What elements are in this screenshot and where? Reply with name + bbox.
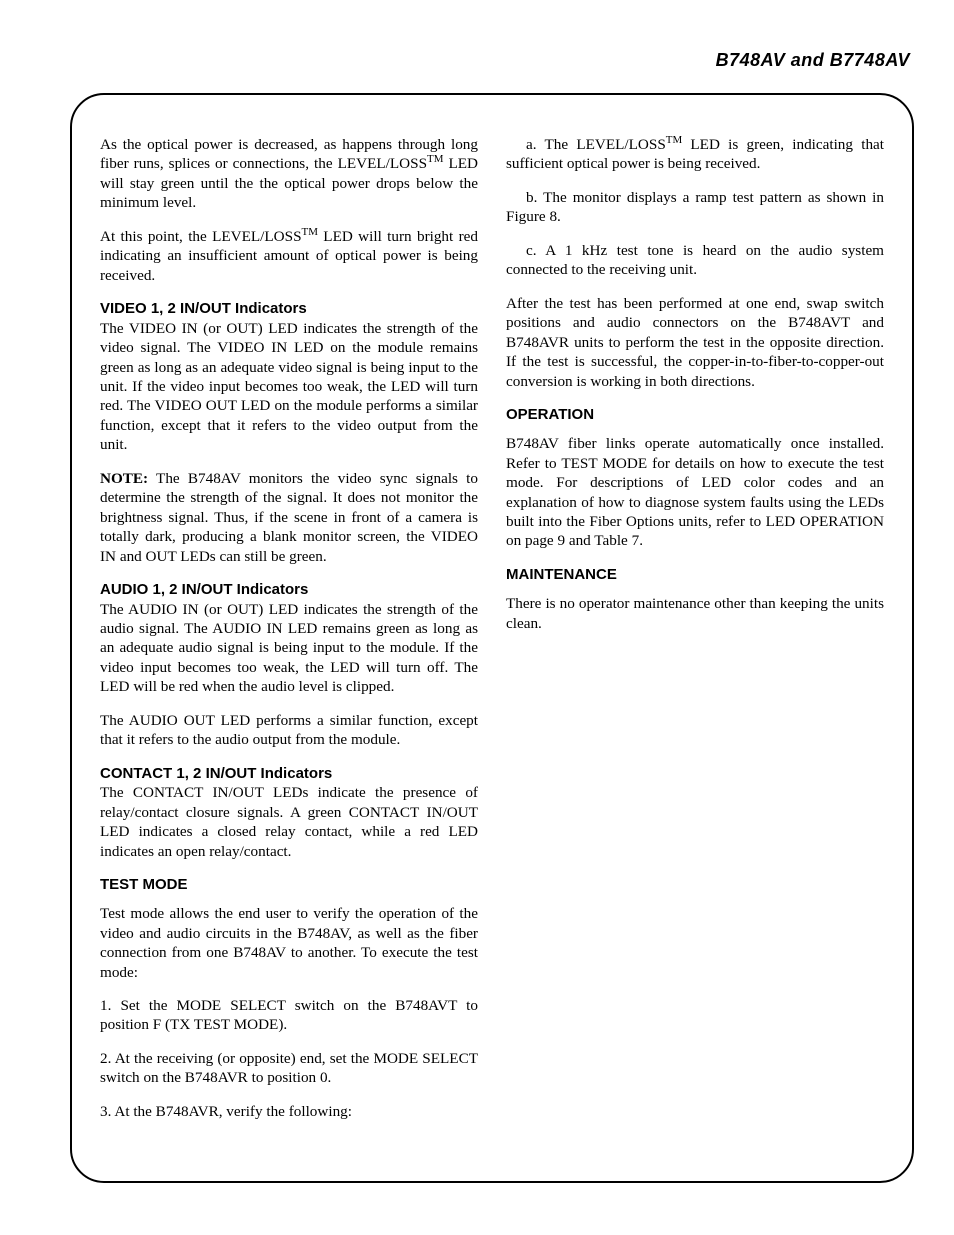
body-paragraph: The AUDIO IN (or OUT) LED indicates the … [100,600,478,697]
note-paragraph: NOTE: The B748AV monitors the video sync… [100,469,478,566]
section-heading-video: VIDEO 1, 2 IN/OUT Indicators [100,299,478,318]
running-header: B748AV and B7748AV [70,50,914,71]
page: B748AV and B7748AV As the optical power … [0,0,954,1235]
section-heading-maintenance: MAINTENANCE [506,565,884,584]
heading-text: AUDIO 1, 2 IN/OUT Indicators [100,581,308,598]
body-paragraph: B748AV fiber links operate automatically… [506,434,884,551]
body-paragraph: After the test has been performed at one… [506,294,884,391]
body-paragraph: The VIDEO IN (or OUT) LED indicates the … [100,319,478,455]
body-paragraph: At this point, the LEVEL/LOSSTM LED will… [100,227,478,285]
section-heading-contact: CONTACT 1, 2 IN/OUT Indicators [100,764,478,783]
note-text: The B748AV monitors the video sync signa… [100,470,478,565]
section-heading-operation: OPERATION [506,405,884,424]
list-step: 2. At the receiving (or opposite) end, s… [100,1049,478,1088]
list-step: 1. Set the MODE SELECT switch on the B74… [100,996,478,1035]
body-paragraph: The AUDIO OUT LED performs a similar fun… [100,711,478,750]
body-paragraph: There is no operator maintenance other t… [506,594,884,633]
list-substep: b. The monitor displays a ramp test patt… [506,188,884,227]
list-substep: c. A 1 kHz test tone is heard on the aud… [506,241,884,280]
body-paragraph: The CONTACT IN/OUT LEDs indicate the pre… [100,783,478,861]
section-heading-audio: AUDIO 1, 2 IN/OUT Indicators [100,580,478,599]
list-substep: a. The LEVEL/LOSSTM LED is green, indica… [506,135,884,174]
list-step: 3. At the B748AVR, verify the following: [100,1102,478,1121]
body-paragraph: As the optical power is decreased, as ha… [100,135,478,213]
heading-text: VIDEO 1, 2 IN/OUT Indicators [100,300,307,317]
note-label: NOTE: [100,470,148,487]
body-paragraph: Test mode allows the end user to verify … [100,904,478,982]
section-heading-test-mode: TEST MODE [100,875,478,894]
heading-text: CONTACT 1, 2 IN/OUT Indicators [100,765,332,782]
two-column-body: As the optical power is decreased, as ha… [100,135,884,1137]
content-frame: As the optical power is decreased, as ha… [70,93,914,1183]
